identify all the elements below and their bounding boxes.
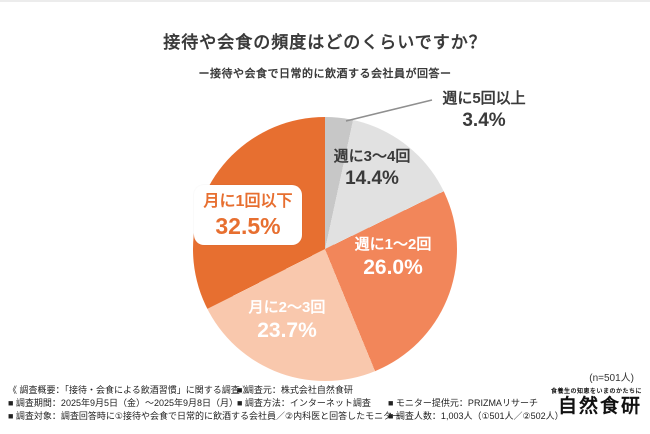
footer-period: ■ 調査期間：2025年9月5日（金）〜2025年9月8日（月） [8,398,239,408]
slice-label-week-3to4: 週に3〜4回 14.4% [322,148,422,191]
slice-label-pct: 14.4% [345,167,399,189]
slice-callout-month-1orless: 月に1回以下 32.5% [194,185,302,246]
company-logo: 食養生の知恵をいまのかたちに 自然食研 [551,386,642,419]
sample-size-note: (n=501人) [589,373,634,384]
footer-row-3: ■ 調査対象：調査回答時に①接待や会食で日常的に飲酒する会社員／②内科医と回答し… [8,409,584,422]
pie-chart [193,117,457,381]
slice-label-week-1to2: 週に1〜2回 26.0% [343,236,443,281]
slice-label-pct: 26.0% [363,255,423,279]
logo-name: 自然食研 [557,396,642,417]
survey-footer: 《 調査概要：「接待・会食による飲酒習慣」に関する調査 》 ■ 調査元：株式会社… [8,383,584,422]
slice-label-text: 週に3〜4回 [333,148,411,165]
slice-label-month-2to3: 月に2〜3回 23.7% [237,299,337,344]
leader-line [345,99,433,122]
footer-respondent-count: ■ 調査人数：1,003人（①501人／②502人） [388,411,564,421]
slice-label-text: 週に5回以上 [442,90,526,107]
footer-monitor-provider: ■ モニター提供元：PRIZMAリサーチ [388,398,538,408]
subtitle: ー接待や会食で日常的に飲酒する会社員が回答ー [198,68,452,80]
footer-source: ■ 調査元：株式会社自然食研 [237,385,353,395]
slice-label-text: 月に2〜3回 [248,299,326,316]
logo-tagline: 食養生の知恵をいまのかたちに [550,389,642,395]
page-title: 接待や会食の頻度はどのくらいですか？ [163,33,487,52]
slice-label-week-5plus: 週に5回以上 3.4% [428,90,540,133]
slice-label-pct: 23.7% [257,318,317,342]
footer-row-1: 《 調査概要：「接待・会食による飲酒習慣」に関する調査 》 ■ 調査元：株式会社… [8,383,584,396]
slice-label-pct: 32.5% [215,212,281,239]
footer-row-2: ■ 調査期間：2025年9月5日（金）〜2025年9月8日（月） ■ 調査方法：… [8,396,584,409]
footer-target: ■ 調査対象：調査回答時に①接待や会食で日常的に飲酒する会社員／②内科医と回答し… [8,411,402,421]
slice-label-text: 月に1回以下 [203,193,293,210]
footer-method: ■ 調査方法：インターネット調査 [237,398,371,408]
slice-label-pct: 3.4% [462,109,506,131]
slice-label-text: 週に1〜2回 [354,236,432,253]
footer-survey-overview: 《 調査概要：「接待・会食による飲酒習慣」に関する調査 》 [8,385,252,395]
